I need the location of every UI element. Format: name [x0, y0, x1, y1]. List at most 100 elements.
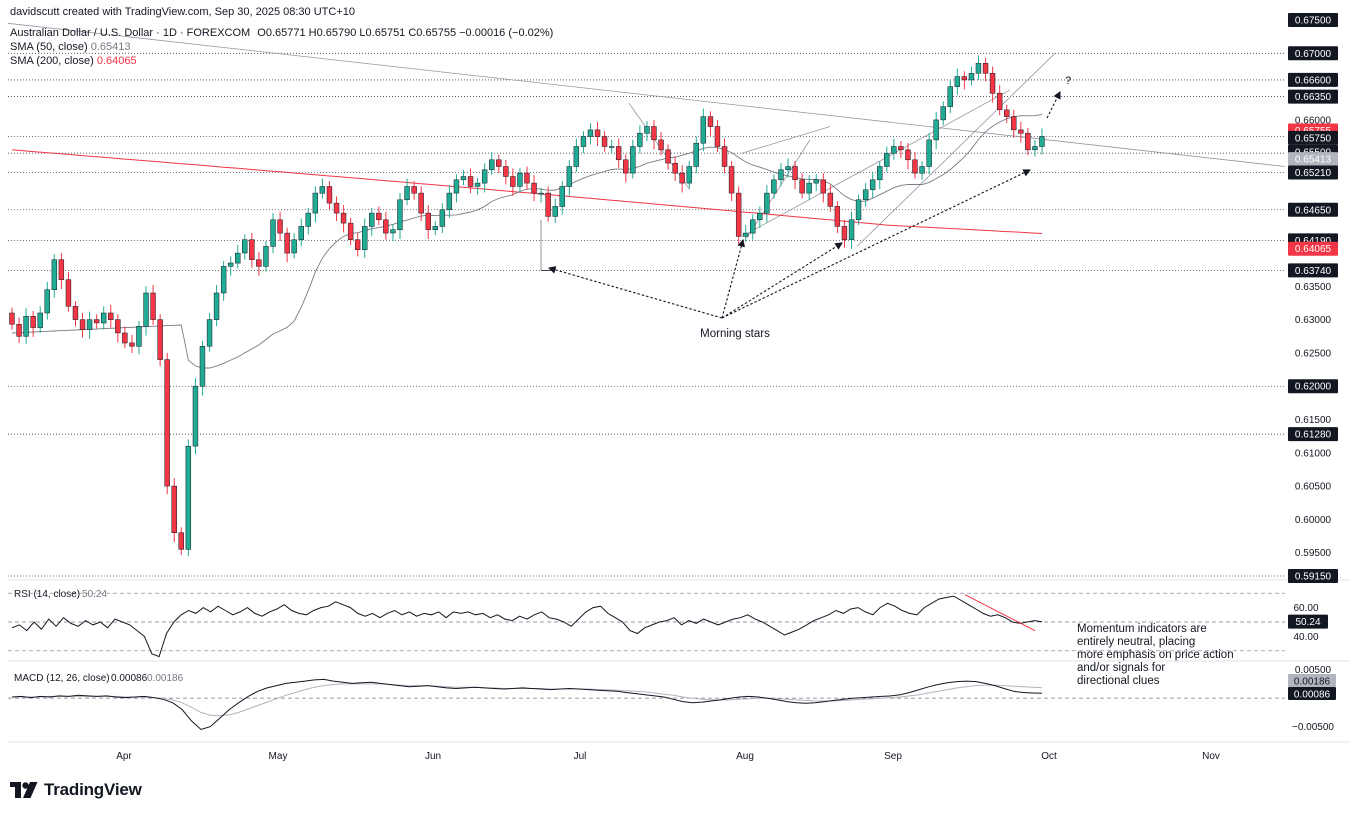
candle-up — [552, 206, 558, 217]
candle-down — [1025, 132, 1031, 151]
candle-down — [623, 159, 629, 174]
candle-down — [792, 166, 798, 181]
price-tag — [1288, 152, 1338, 167]
candle-down — [679, 172, 685, 184]
price-tick-label: 0.61000 — [1295, 448, 1332, 459]
candle-up — [757, 212, 763, 221]
candle-up — [630, 146, 636, 174]
candle-up — [390, 229, 396, 234]
candle-up — [51, 259, 58, 290]
candle-up — [242, 239, 248, 254]
candle-up — [750, 219, 756, 234]
candle-up — [319, 186, 326, 194]
candle-down — [961, 76, 968, 81]
level-tag-label: 0.66600 — [1295, 75, 1332, 86]
candle-up — [227, 262, 234, 267]
candle-up — [305, 212, 311, 227]
candle-down — [93, 319, 100, 324]
candle-up — [397, 199, 403, 231]
candle-down — [503, 166, 509, 177]
candle-down — [157, 319, 163, 360]
rsi-pane: RSI (14, close) 50.2460.0050.2440.00Momen… — [8, 589, 1328, 687]
level-tag-label: 0.59150 — [1295, 572, 1332, 583]
candle-up — [143, 292, 149, 327]
candle-down — [58, 259, 65, 280]
momentum-annotation-line: directional clues — [1077, 675, 1160, 687]
macd-line — [11, 678, 1043, 731]
rsi-value-tag — [1288, 614, 1328, 629]
candle-down — [665, 149, 671, 164]
candle-down — [707, 116, 714, 127]
candle-down — [333, 202, 340, 214]
tradingview-logo[interactable]: TradingView — [10, 780, 142, 799]
candle-down — [164, 359, 170, 487]
candle-down — [510, 176, 516, 187]
candle-down — [728, 166, 735, 194]
channel-upper-line — [856, 53, 1056, 247]
candle-down — [277, 219, 283, 234]
candle-down — [601, 136, 608, 147]
sma50-legend[interactable]: SMA (50, close) 0.65413 — [10, 41, 130, 54]
candle-down — [989, 73, 996, 94]
macd-tick-label: −0.00500 — [1292, 722, 1334, 733]
price-axis[interactable]: 0.67500 0.67000 0.66600 0.66350 0.66000 0.657… — [1288, 13, 1338, 583]
macd-legend-value: 0.00086 — [111, 673, 148, 684]
macd-pane: MACD (12, 26, close) 0.00086 0.001860.0050… — [8, 665, 1336, 733]
candle-down — [122, 332, 128, 344]
candle-up — [312, 192, 319, 214]
sma50-label[interactable]: SMA (50, close) — [10, 41, 88, 53]
price-tick-label: 0.63000 — [1295, 315, 1332, 326]
time-axis[interactable]: Apr May Jun Jul Aug Sep Oct Nov — [116, 751, 1220, 762]
symbol-legend[interactable]: Australian Dollar / U.S. Dollar · 1D · F… — [10, 27, 553, 40]
candle-down — [178, 532, 184, 550]
candle-down — [545, 192, 551, 217]
sma200-label[interactable]: SMA (200, close) — [10, 55, 94, 67]
time-axis-label: Apr — [116, 751, 132, 762]
level-tag-label: 0.63740 — [1295, 266, 1332, 277]
moving-averages — [11, 113, 1043, 369]
time-axis-label: May — [269, 751, 288, 762]
candle-down — [425, 212, 431, 230]
level-tag-label: 0.64650 — [1295, 205, 1332, 216]
candle-down — [411, 186, 417, 194]
candle-up — [891, 146, 897, 154]
candle-up — [764, 192, 770, 214]
morning-star-arrow — [721, 242, 843, 319]
candle-up — [481, 169, 488, 184]
candle-up — [369, 212, 375, 227]
momentum-annotation-line: Momentum indicators are — [1077, 623, 1207, 635]
symbol-name[interactable]: Australian Dollar / U.S. Dollar · 1D · F… — [10, 27, 251, 39]
candle-down — [735, 192, 742, 237]
rsi-legend-label: RSI (14, close) — [14, 589, 80, 600]
candle-up — [213, 292, 220, 320]
candle-up — [566, 166, 573, 187]
candle-down — [905, 149, 911, 161]
candle-down — [150, 292, 156, 320]
level-tag — [1288, 202, 1338, 217]
candle-up — [263, 246, 269, 267]
level-tag-label: 0.64190 — [1295, 236, 1332, 247]
candle-up — [235, 252, 241, 264]
candle-down — [30, 316, 36, 328]
sma200-legend[interactable]: SMA (200, close) 0.64065 — [10, 55, 137, 68]
candle-up — [608, 146, 615, 148]
candle-up — [220, 266, 227, 294]
candle-down — [9, 312, 15, 325]
candle-up — [580, 136, 587, 147]
rsi-legend-value: 50.24 — [82, 589, 107, 600]
candle-up — [1039, 136, 1045, 147]
candle-up — [884, 152, 890, 167]
candle-up — [637, 132, 643, 147]
candle-down — [347, 222, 354, 240]
time-axis-label: Nov — [1202, 751, 1220, 762]
level-tag — [1288, 165, 1338, 180]
candle-up — [644, 126, 650, 134]
candle-down — [531, 182, 537, 194]
price-tick-label: 0.62500 — [1295, 348, 1332, 359]
candle-down — [249, 239, 255, 260]
time-axis-label: Aug — [736, 751, 754, 762]
candle-up — [37, 312, 43, 328]
candlesticks — [9, 55, 1045, 557]
rsi-tick-label: 60.00 — [1293, 603, 1318, 614]
